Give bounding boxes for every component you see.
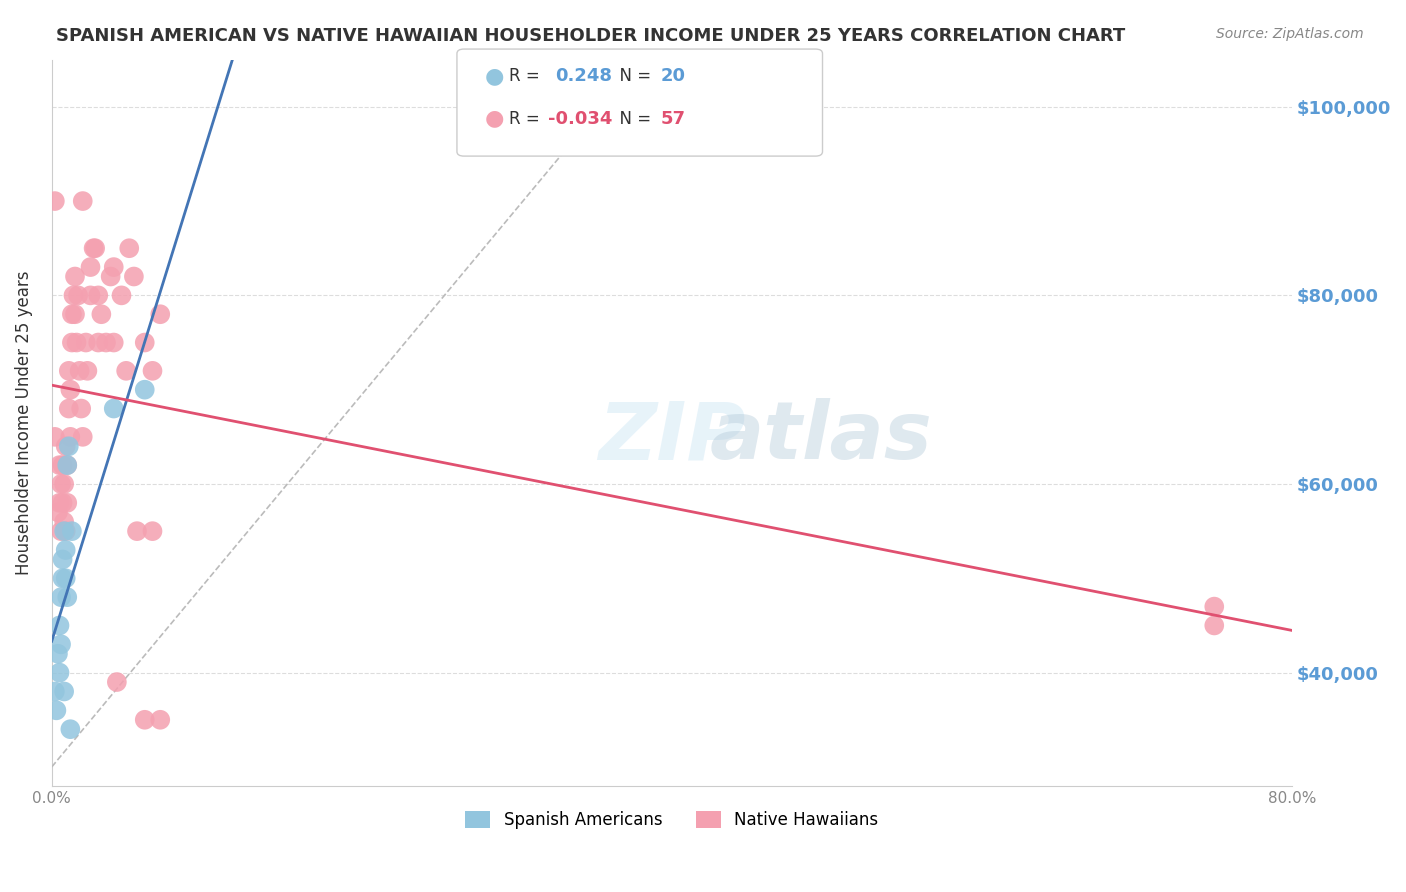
- Point: [52, 458, 75, 472]
- Point: [63, 269, 86, 284]
- Text: N =: N =: [609, 110, 657, 128]
- Point: [44, 194, 66, 208]
- Point: [49, 477, 72, 491]
- Text: R =: R =: [509, 110, 546, 128]
- Point: [84, 241, 107, 255]
- Point: [1204, 599, 1226, 614]
- Point: [49, 637, 72, 651]
- Point: [56, 458, 79, 472]
- Point: [72, 430, 94, 444]
- Text: SPANISH AMERICAN VS NATIVE HAWAIIAN HOUSEHOLDER INCOME UNDER 25 YEARS CORRELATIO: SPANISH AMERICAN VS NATIVE HAWAIIAN HOUS…: [56, 27, 1125, 45]
- Point: [79, 288, 101, 302]
- Point: [53, 515, 76, 529]
- Point: [149, 713, 172, 727]
- Point: [59, 383, 82, 397]
- Point: [58, 439, 80, 453]
- Point: [55, 524, 77, 538]
- Point: [58, 364, 80, 378]
- Point: [76, 364, 98, 378]
- Point: [49, 590, 72, 604]
- Point: [100, 269, 122, 284]
- Point: [56, 590, 79, 604]
- Point: [79, 260, 101, 274]
- Point: [53, 684, 76, 698]
- Point: [70, 401, 93, 416]
- Point: [56, 458, 79, 472]
- Point: [134, 335, 156, 350]
- Text: 57: 57: [661, 110, 686, 128]
- Point: [52, 496, 75, 510]
- Point: [67, 288, 90, 302]
- Point: [48, 618, 70, 632]
- Point: [52, 571, 75, 585]
- Point: [46, 505, 69, 519]
- Point: [58, 401, 80, 416]
- Point: [62, 288, 84, 302]
- Point: [149, 307, 172, 321]
- Point: [105, 675, 128, 690]
- Point: [141, 524, 163, 538]
- Point: [49, 524, 72, 538]
- Point: [44, 684, 66, 698]
- Text: -0.034: -0.034: [548, 110, 613, 128]
- Point: [103, 260, 125, 274]
- Point: [44, 430, 66, 444]
- Text: 20: 20: [661, 67, 686, 85]
- Point: [63, 307, 86, 321]
- Point: [55, 543, 77, 558]
- Point: [103, 401, 125, 416]
- Point: [48, 458, 70, 472]
- Point: [94, 335, 117, 350]
- Text: ●: ●: [485, 109, 505, 128]
- Point: [118, 241, 141, 255]
- Point: [110, 288, 132, 302]
- Point: [1204, 618, 1226, 632]
- Point: [115, 364, 138, 378]
- Text: N =: N =: [609, 67, 657, 85]
- Point: [53, 524, 76, 538]
- Text: Source: ZipAtlas.com: Source: ZipAtlas.com: [1216, 27, 1364, 41]
- Point: [56, 496, 79, 510]
- Point: [72, 194, 94, 208]
- Point: [65, 335, 87, 350]
- Point: [87, 335, 110, 350]
- Text: 0.248: 0.248: [555, 67, 613, 85]
- Point: [46, 647, 69, 661]
- Point: [48, 496, 70, 510]
- Point: [45, 703, 67, 717]
- Point: [69, 364, 91, 378]
- Point: [75, 335, 97, 350]
- Point: [55, 571, 77, 585]
- Point: [141, 364, 163, 378]
- Point: [125, 524, 148, 538]
- Point: [60, 524, 83, 538]
- Point: [55, 439, 77, 453]
- Point: [87, 288, 110, 302]
- Point: [103, 335, 125, 350]
- Point: [53, 477, 76, 491]
- Point: [60, 335, 83, 350]
- Point: [59, 430, 82, 444]
- Point: [48, 665, 70, 680]
- Point: [122, 269, 145, 284]
- Point: [83, 241, 105, 255]
- Point: [90, 307, 112, 321]
- Legend: Spanish Americans, Native Hawaiians: Spanish Americans, Native Hawaiians: [458, 804, 884, 836]
- Point: [60, 307, 83, 321]
- Text: atlas: atlas: [709, 398, 932, 476]
- Text: ZIP: ZIP: [598, 398, 745, 476]
- Text: ●: ●: [485, 66, 505, 86]
- Point: [134, 383, 156, 397]
- Point: [134, 713, 156, 727]
- Y-axis label: Householder Income Under 25 years: Householder Income Under 25 years: [15, 270, 32, 575]
- Text: R =: R =: [509, 67, 550, 85]
- Point: [52, 552, 75, 566]
- Point: [59, 722, 82, 736]
